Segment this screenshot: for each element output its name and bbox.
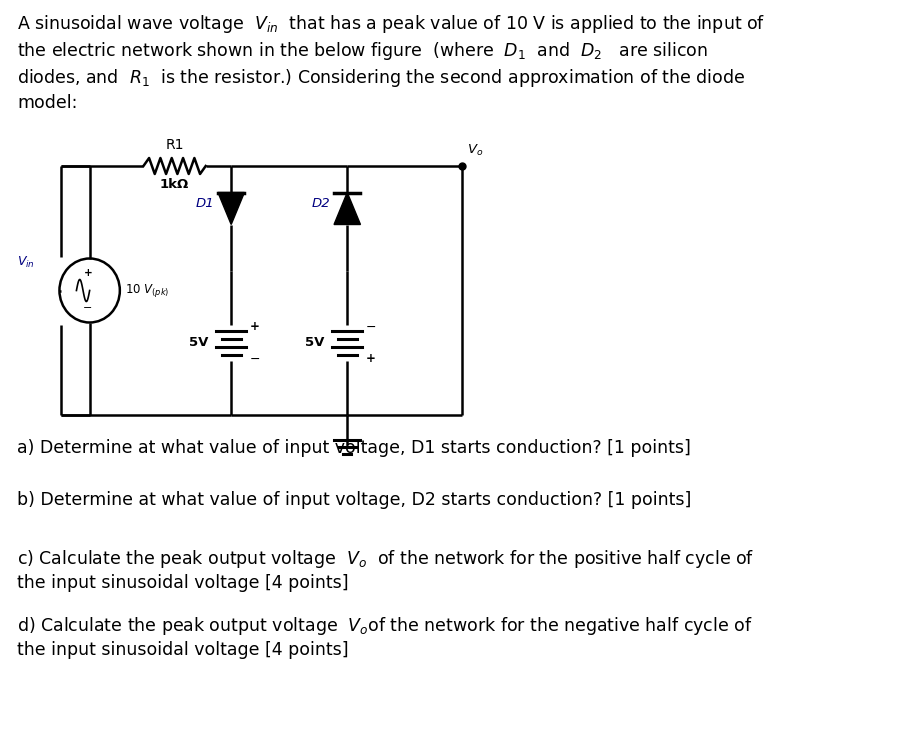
Text: −: −	[250, 352, 260, 366]
Text: A sinusoidal wave voltage  $\mathit{V_{in}}$  that has a peak value of 10 V is a: A sinusoidal wave voltage $\mathit{V_{in…	[17, 13, 766, 35]
Text: 5V: 5V	[305, 336, 325, 349]
Text: $V_o$: $V_o$	[467, 143, 483, 158]
Text: R1: R1	[165, 138, 183, 152]
Text: b) Determine at what value of input voltage, D2 starts conduction? [1 points]: b) Determine at what value of input volt…	[17, 491, 691, 509]
Polygon shape	[334, 192, 360, 224]
Text: the input sinusoidal voltage [4 points]: the input sinusoidal voltage [4 points]	[17, 574, 348, 592]
Text: 10 $V_{(pk)}$: 10 $V_{(pk)}$	[125, 282, 169, 299]
Text: 1kΩ: 1kΩ	[160, 178, 189, 191]
Text: model:: model:	[17, 94, 77, 112]
Text: d) Calculate the peak output voltage  $\mathit{V_o}$of the network for the negat: d) Calculate the peak output voltage $\m…	[17, 615, 753, 637]
Text: D1: D1	[195, 197, 215, 210]
Text: +: +	[366, 352, 376, 366]
Text: −: −	[83, 303, 93, 312]
Text: a) Determine at what value of input voltage, D1 starts conduction? [1 points]: a) Determine at what value of input volt…	[17, 439, 691, 457]
Text: the input sinusoidal voltage [4 points]: the input sinusoidal voltage [4 points]	[17, 641, 348, 659]
Text: D2: D2	[312, 197, 330, 210]
Text: +: +	[250, 320, 260, 333]
Text: diodes, and  $\mathit{R_1}$  is the resistor.) Considering the second approximat: diodes, and $\mathit{R_1}$ is the resist…	[17, 67, 746, 89]
Text: −: −	[366, 320, 377, 333]
Text: +: +	[83, 268, 92, 279]
Polygon shape	[218, 192, 245, 224]
Text: c) Calculate the peak output voltage  $\mathit{V_o}$  of the network for the pos: c) Calculate the peak output voltage $\m…	[17, 548, 755, 570]
Text: $V_{in}$: $V_{in}$	[17, 255, 35, 270]
Text: the electric network shown in the below figure  (where  $\mathit{D_1}$  and  $\m: the electric network shown in the below …	[17, 40, 708, 62]
Text: 5V: 5V	[189, 336, 208, 349]
